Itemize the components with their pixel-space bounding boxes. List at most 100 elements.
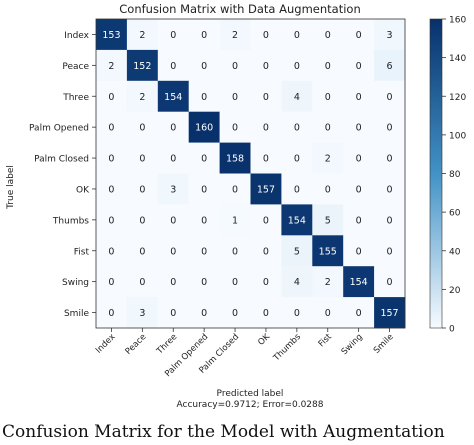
heatmap-cell <box>126 204 159 236</box>
heatmap-cell <box>312 19 344 51</box>
cell-value-label: 0 <box>356 30 362 41</box>
heatmap-cell <box>126 49 159 82</box>
cell-value-label: 0 <box>170 277 176 288</box>
heatmap-cell <box>96 297 128 329</box>
cell-value-label: 0 <box>201 154 207 165</box>
heatmap-cell <box>374 49 406 82</box>
heatmap-cell <box>250 266 282 298</box>
heatmap-cell <box>250 235 282 267</box>
cell-value-label: 0 <box>356 308 362 319</box>
heatmap-cell <box>250 297 282 329</box>
cell-value-label: 0 <box>294 61 300 72</box>
x-tick-label: Smile <box>372 332 396 356</box>
cell-value-label: 0 <box>356 123 362 134</box>
y-tick-label: Peace <box>62 62 89 72</box>
heatmap-cell <box>374 142 406 174</box>
x-tick-label: OK <box>256 332 272 348</box>
cell-value-label: 3 <box>139 308 145 319</box>
colorbar-tick-label: 140 <box>449 54 466 64</box>
cell-value-label: 0 <box>387 215 393 226</box>
cell-value-label: 0 <box>263 308 269 319</box>
cell-value-label: 2 <box>139 30 145 41</box>
cell-value-label: 2 <box>232 30 238 41</box>
cell-value-label: 0 <box>325 308 331 319</box>
cell-value-label: 0 <box>325 92 331 103</box>
y-tick-label: Thumbs <box>52 216 89 226</box>
colorbar-tick-label: 60 <box>449 209 461 219</box>
cell-value-label: 0 <box>263 154 269 165</box>
heatmap-cell <box>188 49 220 82</box>
heatmap-cell <box>188 297 220 329</box>
cell-value-label: 0 <box>232 277 238 288</box>
heatmap-cell <box>96 173 128 205</box>
heatmap-cell <box>250 142 282 174</box>
cell-value-label: 0 <box>139 154 145 165</box>
cell-value-label: 0 <box>201 215 207 226</box>
cell-value-label: 0 <box>325 184 331 195</box>
x-tick-label: Peace <box>124 332 149 357</box>
heatmap-cell <box>250 80 282 112</box>
y-tick-label: Fist <box>74 247 90 257</box>
heatmap-cell <box>188 173 220 205</box>
heatmap-cell <box>343 266 375 298</box>
cell-value-label: 0 <box>232 123 238 134</box>
heatmap-cell <box>374 297 406 329</box>
heatmap-cell <box>374 80 406 112</box>
cell-value-label: 0 <box>201 246 207 257</box>
heatmap-cell <box>312 297 344 329</box>
heatmap-cell <box>157 266 189 298</box>
y-tick-label: Smile <box>64 309 89 319</box>
confusion-matrix-chart: Confusion Matrix with Data Augmentation … <box>6 2 466 410</box>
heatmap-cell <box>126 266 159 298</box>
heatmap-cell <box>374 204 406 236</box>
cell-value-label: 0 <box>108 277 114 288</box>
heatmap-cell <box>188 235 220 267</box>
heatmap-cell <box>188 142 220 174</box>
cell-value-label: 154 <box>164 92 182 103</box>
cell-value-label: 0 <box>387 92 393 103</box>
chart-title: Confusion Matrix with Data Augmentation <box>119 2 361 16</box>
y-tick-label: Index <box>64 31 89 41</box>
heatmap-cell <box>281 173 313 205</box>
cell-value-label: 0 <box>139 246 145 257</box>
heatmap-cell <box>343 80 375 112</box>
heatmap-cell <box>250 173 282 205</box>
heatmap-cell <box>188 204 220 236</box>
cell-value-label: 0 <box>170 215 176 226</box>
cell-value-label: 0 <box>108 246 114 257</box>
heatmap-cell <box>126 80 159 112</box>
heatmap-cell <box>157 111 189 143</box>
heatmap-cell <box>250 204 282 236</box>
colorbar-tick-label: 120 <box>449 93 466 103</box>
cell-value-label: 0 <box>356 61 362 72</box>
heatmap-cell <box>281 49 313 82</box>
cell-value-label: 0 <box>201 277 207 288</box>
cell-value-label: 6 <box>387 61 393 72</box>
cell-value-label: 0 <box>108 215 114 226</box>
cell-value-label: 153 <box>102 30 120 41</box>
heatmap-cell <box>126 111 159 143</box>
x-tick-label: Thumbs <box>271 332 303 364</box>
cell-value-label: 0 <box>325 123 331 134</box>
cell-value-label: 2 <box>139 92 145 103</box>
y-tick-label: Palm Closed <box>34 155 89 165</box>
heatmap-cell <box>157 297 189 329</box>
heatmap-cell <box>312 266 344 298</box>
cell-value-label: 0 <box>232 308 238 319</box>
heatmap-cell <box>96 266 128 298</box>
cell-value-label: 0 <box>232 184 238 195</box>
cell-value-label: 0 <box>325 61 331 72</box>
cell-value-label: 0 <box>356 246 362 257</box>
heatmap-cell <box>157 19 189 51</box>
cell-value-label: 0 <box>170 154 176 165</box>
heatmap-cell <box>281 19 313 51</box>
x-tick-label: Swing <box>340 332 365 357</box>
heatmap-cell <box>312 111 344 143</box>
heatmap-cell <box>157 235 189 267</box>
heatmap-cell <box>250 49 282 82</box>
heatmap-cell <box>312 49 344 82</box>
heatmap-cell <box>343 297 375 329</box>
heatmap-cell <box>126 235 159 267</box>
cell-value-label: 158 <box>226 154 244 165</box>
heatmap-cell <box>96 111 128 143</box>
